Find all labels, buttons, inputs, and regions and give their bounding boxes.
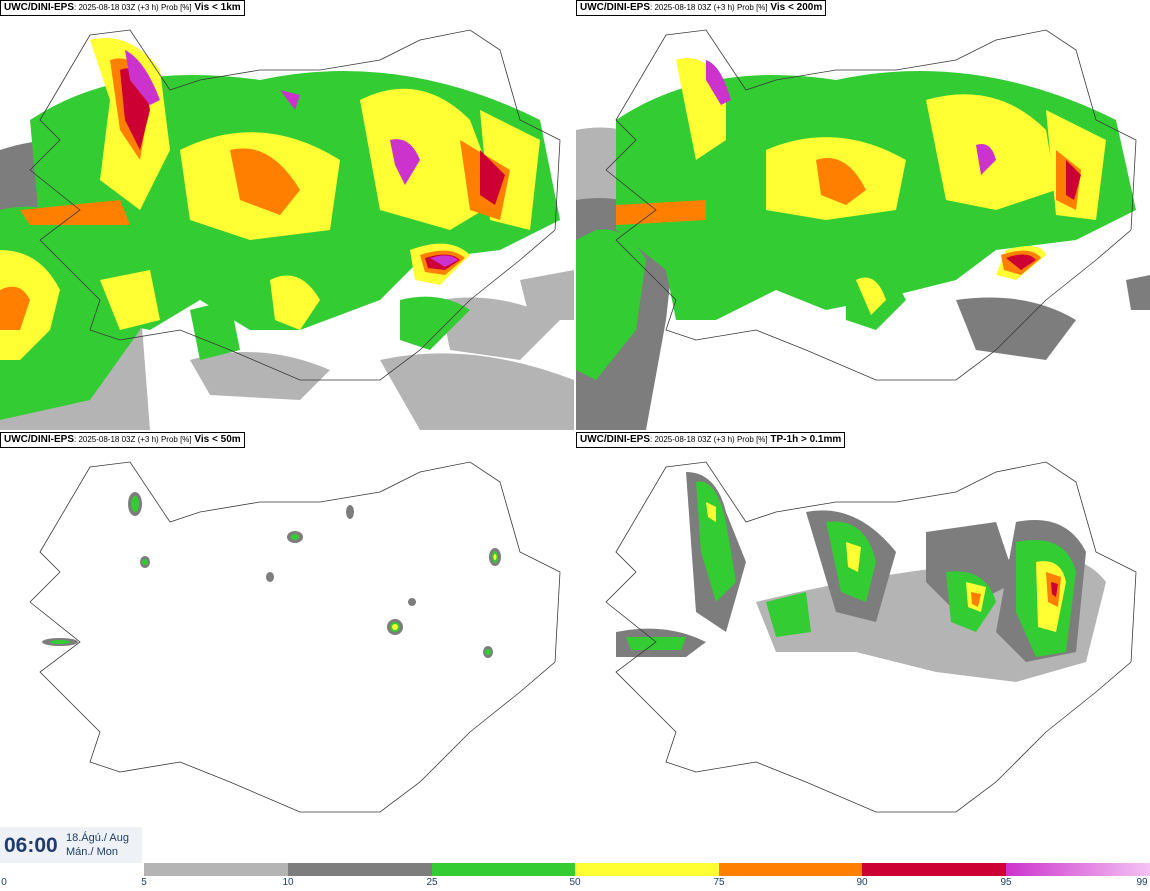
colorbar-segment-75-90 bbox=[719, 863, 862, 876]
map-panel-vis-1km: UWC/DINI-EPS: 2025-08-18 03Z (+3 h) Prob… bbox=[0, 0, 574, 430]
valid-time-box: 06:00 18.Ágú./ Aug Mán./ Mon bbox=[0, 827, 142, 863]
panel-title: UWC/DINI-EPS: 2025-08-18 03Z (+3 h) Prob… bbox=[576, 0, 827, 16]
probability-map bbox=[605, 461, 1137, 813]
colorbar-tick: 75 bbox=[713, 877, 725, 888]
colorbar-tick: 0 bbox=[1, 877, 7, 888]
probability-map bbox=[0, 29, 574, 430]
map-panel-vis-200m: UWC/DINI-EPS: 2025-08-18 03Z (+3 h) Prob… bbox=[576, 0, 1150, 430]
colorbar-tick: 10 bbox=[282, 877, 294, 888]
weekday-label: Mán./ Mon bbox=[66, 846, 118, 858]
colorbar-tick: 25 bbox=[426, 877, 438, 888]
colorbar-segment-90-95 bbox=[862, 863, 1006, 876]
colorbar-segment-50-75 bbox=[575, 863, 719, 876]
valid-date: 18.Ágú./ Aug Mán./ Mon bbox=[66, 831, 129, 859]
map-panel-tp-1h: UWC/DINI-EPS: 2025-08-18 03Z (+3 h) Prob… bbox=[576, 432, 1150, 862]
colorbar-tick: 95 bbox=[1000, 877, 1012, 888]
colorbar-segment-95-99 bbox=[1006, 863, 1150, 876]
colorbar-segment-10-25 bbox=[288, 863, 432, 876]
colorbar-tick: 99 bbox=[1136, 877, 1148, 888]
probability-map bbox=[576, 29, 1150, 430]
colorbar-tick: 50 bbox=[569, 877, 581, 888]
colorbar-segment-5-10 bbox=[144, 863, 288, 876]
map-panel-vis-50m: UWC/DINI-EPS: 2025-08-18 03Z (+3 h) Prob… bbox=[0, 432, 574, 862]
colorbar-tick: 5 bbox=[141, 877, 147, 888]
valid-time: 06:00 bbox=[4, 834, 58, 857]
colorbar-tick: 90 bbox=[856, 877, 868, 888]
colorbar-segment-25-50 bbox=[432, 863, 575, 876]
date-label: 18.Ágú./ Aug bbox=[66, 832, 129, 844]
panel-title: UWC/DINI-EPS: 2025-08-18 03Z (+3 h) Prob… bbox=[0, 0, 245, 16]
panel-title: UWC/DINI-EPS: 2025-08-18 03Z (+3 h) Prob… bbox=[576, 432, 846, 448]
probability-map bbox=[29, 461, 561, 813]
panel-title: UWC/DINI-EPS: 2025-08-18 03Z (+3 h) Prob… bbox=[0, 432, 245, 448]
